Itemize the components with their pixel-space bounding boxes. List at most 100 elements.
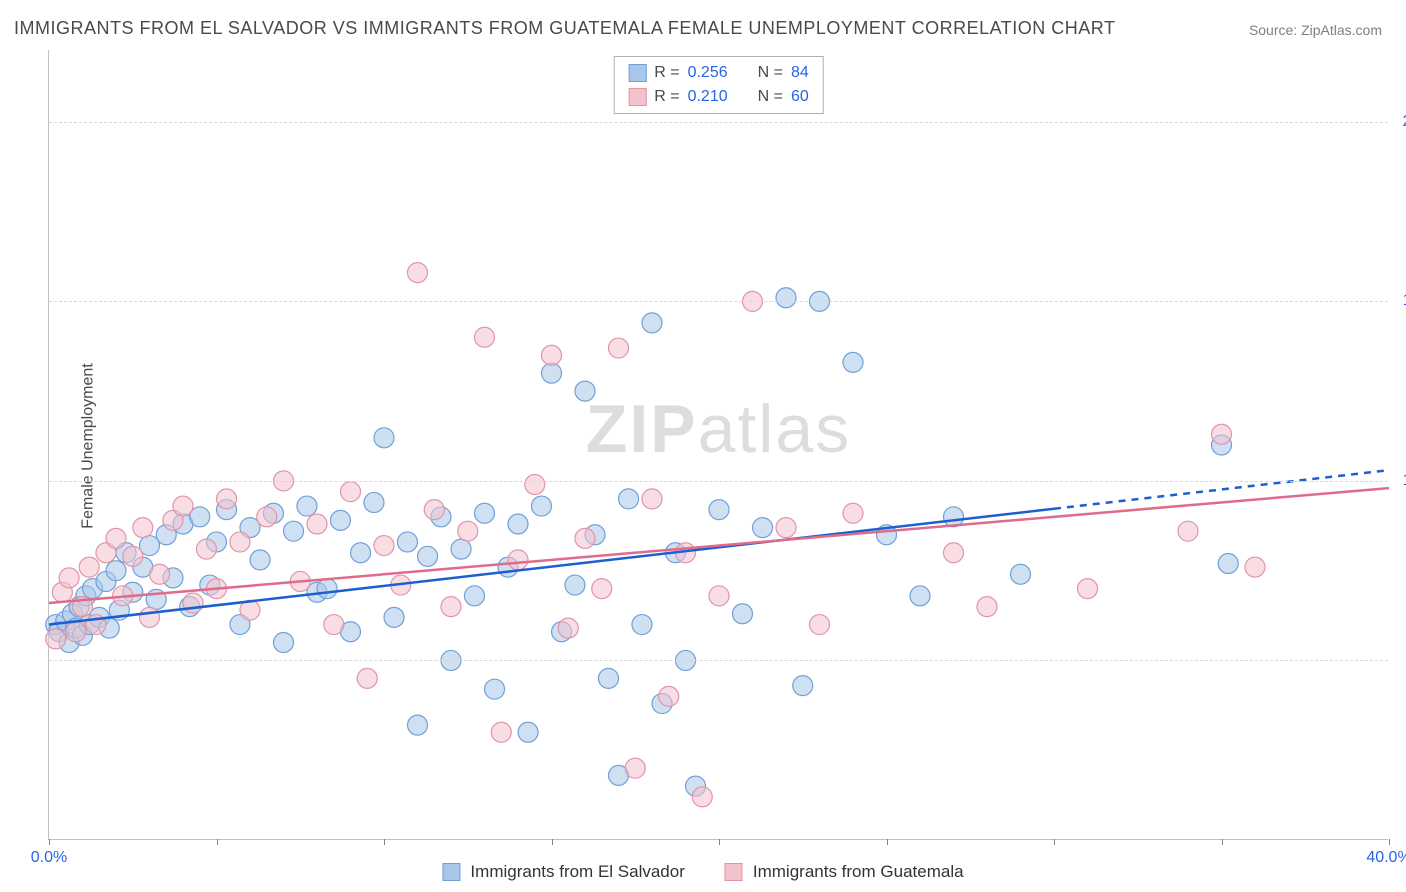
data-point <box>558 618 578 638</box>
data-point <box>592 579 612 599</box>
data-point <box>575 528 595 548</box>
x-tick <box>1054 839 1055 845</box>
legend-bottom: Immigrants from El Salvador Immigrants fr… <box>442 862 963 882</box>
data-point <box>518 722 538 742</box>
x-tick <box>1222 839 1223 845</box>
data-point <box>408 715 428 735</box>
y-tick-label: 15.0% <box>1393 292 1406 310</box>
data-point <box>475 327 495 347</box>
data-point <box>284 521 304 541</box>
data-point <box>106 561 126 581</box>
data-point <box>79 557 99 577</box>
x-tick <box>384 839 385 845</box>
data-point <box>123 546 143 566</box>
data-point <box>542 345 562 365</box>
r-value: 0.210 <box>688 85 728 109</box>
data-point <box>575 381 595 401</box>
data-point <box>944 543 964 563</box>
data-point <box>776 288 796 308</box>
n-label: N = <box>758 85 783 109</box>
legend-stats-row: R = 0.256 N = 84 <box>628 61 809 85</box>
n-value: 60 <box>791 85 809 109</box>
r-label: R = <box>654 85 679 109</box>
r-value: 0.256 <box>688 61 728 85</box>
data-point <box>619 489 639 509</box>
x-tick <box>887 839 888 845</box>
data-point <box>977 597 997 617</box>
data-point <box>384 607 404 627</box>
x-tick-label: 0.0% <box>31 849 67 867</box>
data-point <box>692 787 712 807</box>
data-point <box>324 615 344 635</box>
x-tick <box>217 839 218 845</box>
data-point <box>59 568 79 588</box>
data-point <box>542 363 562 383</box>
data-point <box>351 543 371 563</box>
data-point <box>374 428 394 448</box>
data-point <box>508 550 528 570</box>
legend-item: Immigrants from Guatemala <box>725 862 964 882</box>
data-point <box>150 564 170 584</box>
x-tick <box>49 839 50 845</box>
data-point <box>843 503 863 523</box>
y-tick-label: 5.0% <box>1393 651 1406 669</box>
legend-stats: R = 0.256 N = 84 R = 0.210 N = 60 <box>613 56 824 114</box>
data-point <box>1178 521 1198 541</box>
data-point <box>217 489 237 509</box>
gridline <box>49 660 1388 661</box>
data-point <box>910 586 930 606</box>
data-point <box>753 518 773 538</box>
data-point <box>491 722 511 742</box>
data-point <box>173 496 193 516</box>
data-point <box>508 514 528 534</box>
legend-swatch <box>725 863 743 881</box>
data-point <box>793 676 813 696</box>
data-point <box>374 536 394 556</box>
data-point <box>565 575 585 595</box>
data-point <box>408 263 428 283</box>
data-point <box>625 758 645 778</box>
data-point <box>364 492 384 512</box>
data-point <box>642 313 662 333</box>
n-value: 84 <box>791 61 809 85</box>
r-label: R = <box>654 61 679 85</box>
data-point <box>250 550 270 570</box>
n-label: N = <box>758 61 783 85</box>
data-point <box>659 686 679 706</box>
data-point <box>257 507 277 527</box>
data-point <box>140 607 160 627</box>
data-point <box>307 514 327 534</box>
legend-item: Immigrants from El Salvador <box>442 862 684 882</box>
data-point <box>1212 424 1232 444</box>
source-attribution: Source: ZipAtlas.com <box>1249 22 1382 38</box>
data-point <box>424 500 444 520</box>
data-point <box>598 668 618 688</box>
data-point <box>475 503 495 523</box>
data-point <box>810 615 830 635</box>
gridline <box>49 122 1388 123</box>
data-point <box>357 668 377 688</box>
data-point <box>1011 564 1031 584</box>
data-point <box>418 546 438 566</box>
legend-label: Immigrants from El Salvador <box>470 862 684 882</box>
data-point <box>274 633 294 653</box>
data-point <box>451 539 471 559</box>
plot-area: ZIPatlas R =0.256N =84R =0.210N =60 5.0%… <box>48 50 1388 840</box>
y-tick-label: 10.0% <box>1393 472 1406 490</box>
data-point <box>531 496 551 516</box>
x-tick-label: 40.0% <box>1366 849 1406 867</box>
data-point <box>709 586 729 606</box>
legend-stats-row: R = 0.210 N = 60 <box>628 85 809 109</box>
x-tick <box>1389 839 1390 845</box>
gridline <box>49 301 1388 302</box>
legend-swatch <box>628 88 646 106</box>
data-point <box>485 679 505 699</box>
data-point <box>709 500 729 520</box>
data-point <box>1078 579 1098 599</box>
scatter-svg <box>49 50 1388 839</box>
data-point <box>464 586 484 606</box>
gridline <box>49 481 1388 482</box>
legend-swatch <box>628 64 646 82</box>
x-tick <box>719 839 720 845</box>
data-point <box>297 496 317 516</box>
